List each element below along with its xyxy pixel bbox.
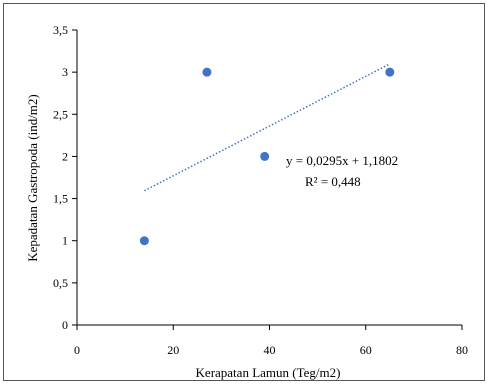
- y-tick-label: 0,5: [53, 276, 68, 290]
- x-tick-label: 60: [360, 343, 372, 357]
- ticks: 0 0,5 1 1,5 2 2,5 3 3,5 0 20 40 60 80: [53, 23, 468, 357]
- data-point: [139, 236, 149, 246]
- axes: [76, 30, 462, 326]
- y-tick-label: 0: [62, 318, 68, 332]
- trendline: [144, 63, 391, 192]
- x-tick-label: 80: [456, 343, 468, 357]
- data-point: [260, 151, 270, 161]
- data-point: [385, 67, 395, 77]
- x-axis-title: Kerapatan Lamun (Teg/m2): [196, 365, 341, 380]
- r-squared-label: R² = 0,448: [305, 174, 361, 189]
- x-tick-label: 0: [74, 343, 80, 357]
- y-tick-label: 1: [62, 234, 68, 248]
- trendline-group: [144, 63, 391, 192]
- x-tick-label: 40: [264, 343, 276, 357]
- y-tick-label: 1,5: [53, 192, 68, 206]
- trendline-equation: y = 0,0295x + 1,1802: [286, 153, 398, 168]
- data-point: [202, 67, 212, 77]
- y-tick-label: 2: [62, 149, 68, 163]
- y-axis-title: Kepadatan Gastropoda (ind/m2): [25, 94, 40, 262]
- y-tick-label: 3,5: [53, 23, 68, 37]
- x-tick-label: 20: [167, 343, 179, 357]
- y-tick-label: 2,5: [53, 107, 68, 121]
- chart-frame: [3, 3, 485, 381]
- data-points: [139, 67, 395, 246]
- y-tick-label: 3: [62, 65, 68, 79]
